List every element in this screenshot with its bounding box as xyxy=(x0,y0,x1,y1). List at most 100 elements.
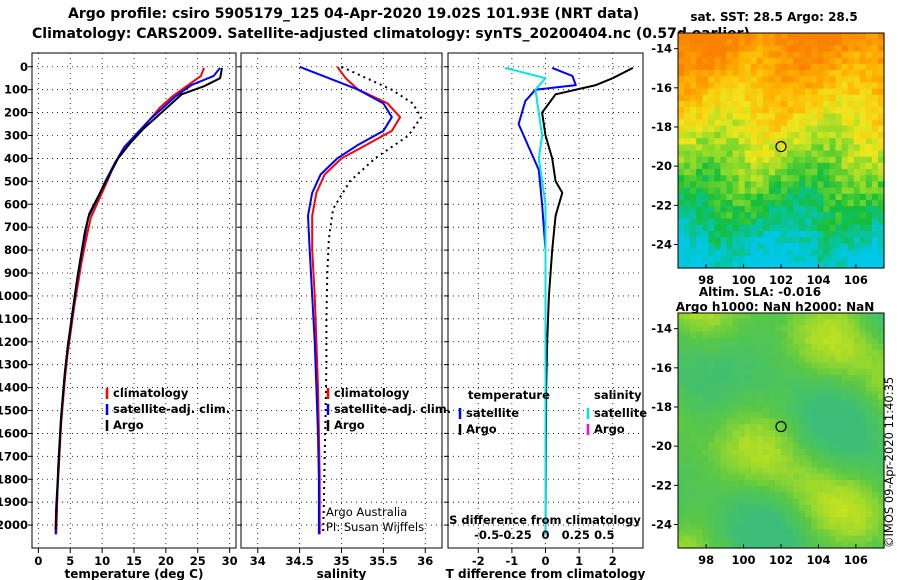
map-cell xyxy=(847,119,855,127)
map-cell xyxy=(793,399,800,407)
map-cell xyxy=(817,368,825,376)
map-cell xyxy=(708,479,715,487)
map-cell xyxy=(853,162,861,170)
map-cell xyxy=(690,249,697,257)
map-cell xyxy=(835,94,843,102)
map-cell xyxy=(853,399,861,407)
map-cell xyxy=(726,249,734,257)
map-cell xyxy=(738,199,746,207)
map-cell xyxy=(678,486,685,493)
map-cell xyxy=(853,449,861,456)
map-cell xyxy=(787,523,794,531)
map-cell xyxy=(853,51,861,59)
map-cell xyxy=(696,138,703,145)
map-cell xyxy=(708,325,715,333)
map-cell xyxy=(774,150,782,158)
map-cell xyxy=(865,181,873,189)
map-cell xyxy=(738,39,746,46)
map-cell xyxy=(817,331,825,339)
map-cell xyxy=(787,156,794,164)
map-cell xyxy=(799,455,806,463)
map-cell xyxy=(859,175,867,183)
map-cell xyxy=(696,181,703,189)
map-cell xyxy=(678,218,685,226)
map-cell xyxy=(877,70,885,77)
map-cell xyxy=(853,374,861,382)
map-cell xyxy=(714,88,722,96)
map-cell xyxy=(787,33,794,40)
map-cell xyxy=(799,405,806,413)
map-cell xyxy=(817,424,825,432)
map-cell xyxy=(805,45,812,53)
map-cell xyxy=(793,368,800,376)
map-cell xyxy=(799,51,806,59)
map-cell xyxy=(732,498,740,506)
map-cell xyxy=(787,243,794,251)
map-x-tick-label: 104 xyxy=(806,273,830,287)
map-cell xyxy=(787,76,794,84)
map-cell xyxy=(732,57,740,65)
map-cell xyxy=(678,206,685,213)
map-cell xyxy=(768,76,776,84)
map-cell xyxy=(805,517,812,524)
map-cell xyxy=(817,492,825,500)
map-cell xyxy=(799,131,806,139)
map-cell xyxy=(714,411,722,419)
map-cell xyxy=(817,356,825,364)
map-cell xyxy=(853,343,861,351)
map-cell xyxy=(877,467,885,475)
map-cell xyxy=(829,325,837,333)
map-cell xyxy=(787,449,794,456)
map-cell xyxy=(787,162,794,170)
map-cell xyxy=(847,430,855,438)
map-cell xyxy=(793,393,800,401)
map-cell xyxy=(744,243,752,251)
map-cell xyxy=(720,374,728,382)
map-cell xyxy=(799,206,806,213)
map-cell xyxy=(859,523,867,531)
map-cell xyxy=(865,224,873,232)
map-y-tick-label: -14 xyxy=(651,322,672,336)
map-cell xyxy=(793,39,800,46)
map-cell xyxy=(744,193,752,201)
map-cell xyxy=(787,70,794,77)
map-cell xyxy=(841,224,849,232)
argo-float-marker xyxy=(775,140,787,153)
map-cell xyxy=(714,212,722,220)
map-cell xyxy=(678,424,685,432)
map-cell xyxy=(696,144,703,152)
map-cell xyxy=(708,461,715,469)
map-cell xyxy=(720,237,728,244)
map-cell xyxy=(732,399,740,407)
map-cell xyxy=(853,243,861,251)
map-cell xyxy=(762,156,770,164)
map-cell xyxy=(738,206,746,213)
map-cell xyxy=(768,430,776,438)
map-cell xyxy=(738,510,746,518)
map-cell xyxy=(877,479,885,487)
map-cell xyxy=(756,206,764,213)
map-cell xyxy=(805,249,812,257)
map-cell xyxy=(847,535,855,543)
map-cell xyxy=(829,405,837,413)
map-cell xyxy=(799,193,806,201)
map-cell xyxy=(750,517,758,524)
map-cell xyxy=(762,331,770,339)
map-cell xyxy=(805,131,812,139)
map-cell xyxy=(732,381,740,388)
map-cell xyxy=(708,224,715,232)
map-cell xyxy=(835,374,843,382)
map-cell xyxy=(877,362,885,370)
map-y-tick-label: -16 xyxy=(651,81,672,95)
map-cell xyxy=(702,492,709,500)
map-cell xyxy=(702,418,709,425)
map-cell xyxy=(823,243,831,251)
map-cell xyxy=(817,350,825,357)
map-cell xyxy=(690,243,697,251)
map-cell xyxy=(720,449,728,456)
map-cell xyxy=(787,144,794,152)
map-cell xyxy=(696,362,703,370)
map-cell xyxy=(696,218,703,226)
map-cell xyxy=(750,212,758,220)
map-cell xyxy=(684,461,691,469)
